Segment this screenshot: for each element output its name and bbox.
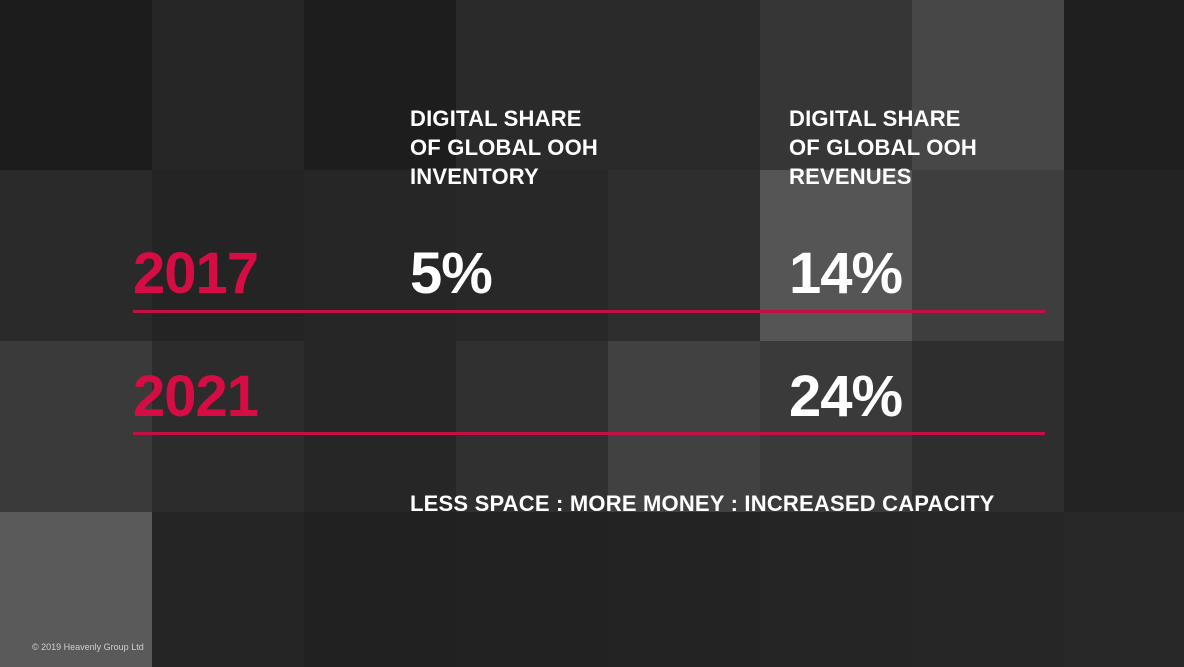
background-tile (912, 170, 1064, 341)
background-tile (304, 341, 456, 512)
revenues-2021-value: 24% (789, 364, 903, 429)
background-tile (912, 0, 1064, 170)
row-divider-2021 (133, 432, 1045, 435)
inventory-2017-value: 5% (410, 241, 493, 306)
row-divider-2017 (133, 310, 1045, 313)
background-tile (760, 512, 912, 667)
background-tile (608, 0, 760, 170)
year-2017: 2017 (133, 241, 259, 306)
year-2021: 2021 (133, 364, 259, 429)
background-tile (760, 341, 912, 512)
copyright-notice: © 2019 Heavenly Group Ltd (32, 642, 144, 652)
background-tile (912, 341, 1064, 512)
header-inventory: DIGITAL SHARE OF GLOBAL OOH INVENTORY (410, 106, 598, 189)
background-tile (304, 512, 456, 667)
background-tile (0, 170, 152, 341)
background-tile (0, 512, 152, 667)
revenues-2017-value: 14% (789, 241, 903, 306)
background-tile (456, 341, 608, 512)
background-tile (456, 0, 608, 170)
header-revenues: DIGITAL SHARE OF GLOBAL OOH REVENUES (789, 106, 977, 189)
background-tile (608, 341, 760, 512)
background-tile (760, 0, 912, 170)
background-tile (0, 341, 152, 512)
background-tile (152, 512, 304, 667)
background-tile (608, 170, 760, 341)
background-tile (456, 512, 608, 667)
background-tile (304, 0, 456, 170)
background-tile (1064, 0, 1184, 170)
background-tile (152, 341, 304, 512)
background-tile (1064, 341, 1184, 512)
background-tile (608, 512, 760, 667)
background-tile (912, 512, 1064, 667)
background-tile (152, 0, 304, 170)
background-tile (1064, 512, 1184, 667)
background-tile (1064, 170, 1184, 341)
tagline: LESS SPACE : MORE MONEY : INCREASED CAPA… (410, 491, 995, 516)
background-tile (0, 0, 152, 170)
